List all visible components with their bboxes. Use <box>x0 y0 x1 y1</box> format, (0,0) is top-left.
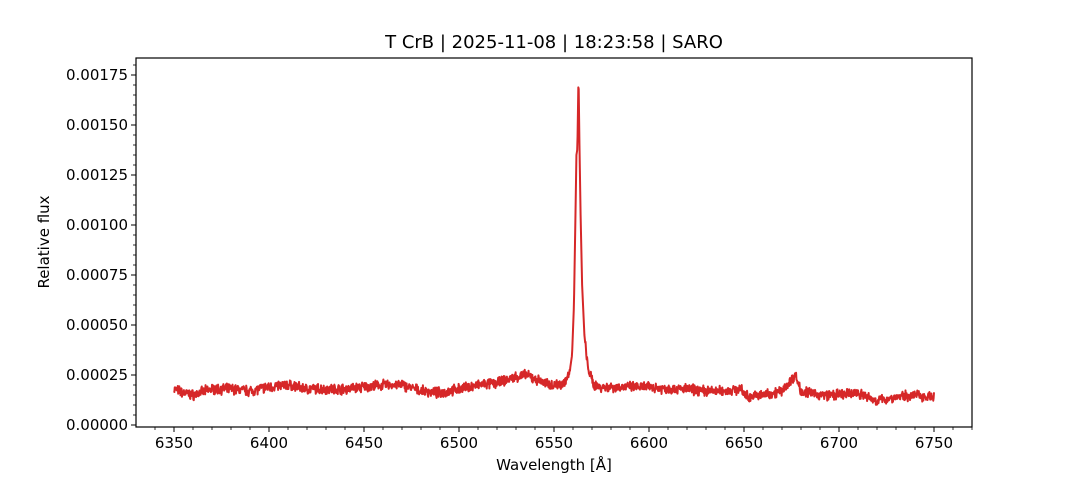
y-tick-label: 0.00075 <box>66 266 128 284</box>
x-tick-label: 6650 <box>725 434 763 452</box>
x-tick-label: 6350 <box>155 434 193 452</box>
y-tick-label: 0.00050 <box>66 316 128 334</box>
y-tick-label: 0.00100 <box>66 216 128 234</box>
y-axis-label: Relative flux <box>35 195 53 288</box>
y-tick-label: 0.00150 <box>66 116 128 134</box>
x-tick-label: 6400 <box>250 434 288 452</box>
y-tick-label: 0.00175 <box>66 66 128 84</box>
chart-title: T CrB | 2025-11-08 | 18:23:58 | SARO <box>384 32 723 53</box>
y-tick-label: 0.00000 <box>66 416 128 434</box>
x-tick-label: 6550 <box>535 434 573 452</box>
ticks: 6350 6400 6450 6500 6550 6600 6650 6700 6750 0.00… <box>66 64 973 452</box>
plot-area <box>173 86 935 406</box>
y-tick-label: 0.00125 <box>66 166 128 184</box>
x-tick-label: 6500 <box>440 434 478 452</box>
x-axis-label: Wavelength [Å] <box>496 455 612 474</box>
axes-frame <box>135 57 973 428</box>
x-tick-label: 6700 <box>820 434 858 452</box>
y-tick-label: 0.00025 <box>66 366 128 384</box>
spectrum-line <box>173 86 935 406</box>
x-tick-label: 6600 <box>630 434 668 452</box>
x-tick-label: 6450 <box>345 434 383 452</box>
x-tick-label: 6750 <box>915 434 953 452</box>
